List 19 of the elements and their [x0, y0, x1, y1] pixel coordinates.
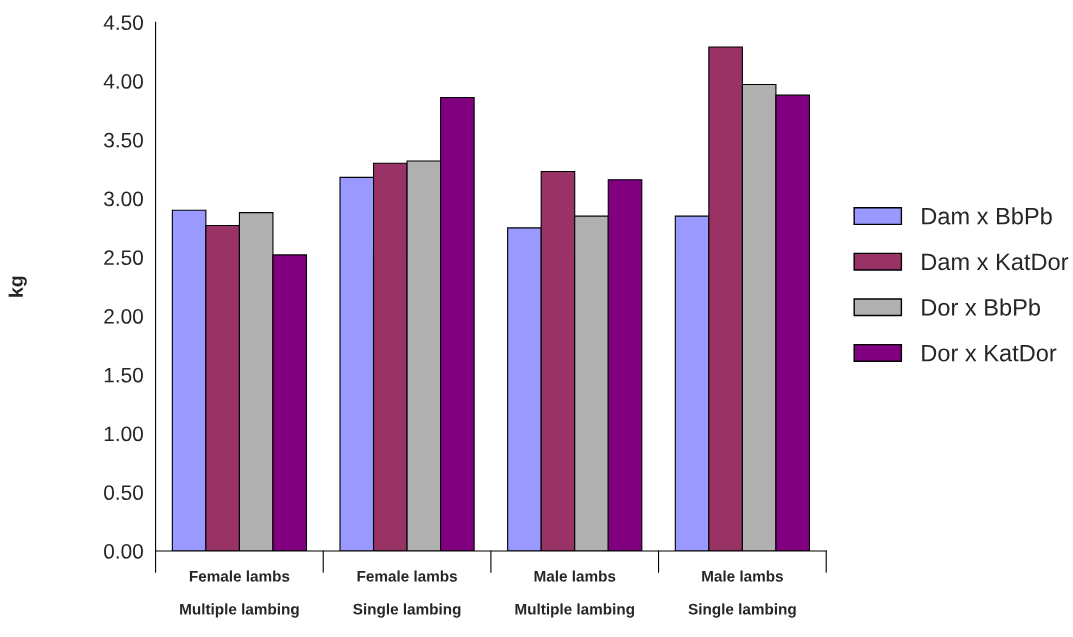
category-label: Female lambs Single lambing [353, 570, 461, 618]
y-tick-label: 1.50 [104, 367, 143, 383]
y-tick-label: 3.50 [104, 132, 143, 148]
legend-label: Dor x BbPb [922, 298, 1041, 316]
category-label: Male lambs Single lambing [688, 570, 796, 618]
category-label: Female lambs Multiple lambing [180, 570, 299, 618]
legend-label: Dor x KatDor [922, 344, 1057, 362]
y-tick-label: 0.50 [104, 485, 143, 501]
y-tick-label: 4.00 [103, 74, 143, 89]
y-tick-label: 4.50 [103, 15, 143, 31]
y-tick-label: 2.50 [104, 250, 143, 266]
legend-label: Dam x BbPb [922, 207, 1052, 225]
y-tick-label: 0.00 [104, 544, 143, 559]
category-label: Male lambs Multiple lambing [515, 570, 634, 618]
y-axis-title: kg [8, 276, 27, 297]
y-tick-label: 3.00 [104, 191, 143, 207]
legend-label: Dam x KatDor [922, 253, 1069, 271]
y-tick-label: 2.00 [104, 309, 143, 324]
y-tick-label: 1.00 [104, 426, 143, 442]
